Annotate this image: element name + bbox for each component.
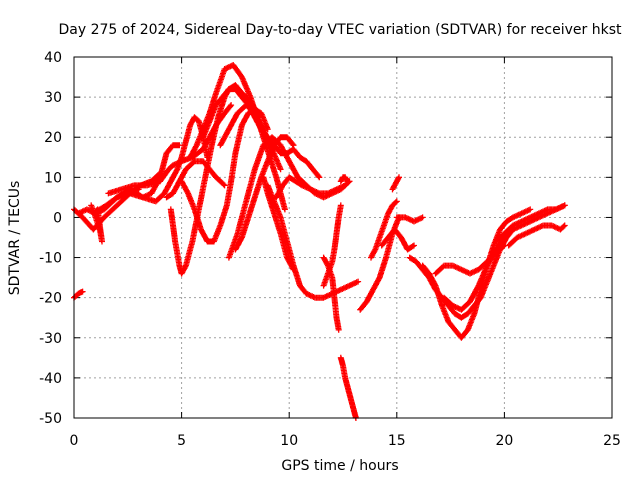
series-arc-20 [337, 354, 359, 421]
y-tick-label: 0 [53, 210, 62, 226]
series-arc-02 [71, 288, 86, 301]
series-arc-19 [320, 254, 342, 333]
data-marker-path [88, 186, 142, 245]
data-marker-path [389, 174, 402, 193]
series-arc-11 [200, 86, 323, 181]
y-tick-label: 20 [44, 130, 62, 146]
x-tick-label: 10 [280, 433, 298, 449]
data-marker-path [273, 174, 349, 201]
data-marker-path [264, 182, 362, 301]
y-tick-label: 30 [44, 90, 62, 106]
data-marker-path [320, 254, 342, 333]
data-marker-path [432, 242, 508, 277]
y-tick-label: -50 [39, 411, 62, 427]
data-marker-path [71, 170, 164, 233]
series-arc-01 [71, 170, 164, 233]
chart-title: Day 275 of 2024, Sidereal Day-to-day VTE… [59, 22, 622, 38]
data-marker-path [260, 174, 297, 273]
y-tick-label: 40 [44, 50, 62, 66]
y-tick-label: -10 [39, 251, 62, 267]
data-marker-path [368, 198, 400, 261]
axis-ticks: 0 5 10 15 20 25 -50 -40 -30 -20 -10 0 10 20 30 40 [39, 50, 621, 449]
data-marker-path [505, 222, 568, 249]
series-arc-23 [378, 226, 417, 253]
data-marker-path [337, 354, 359, 421]
data-marker-path [492, 202, 568, 245]
y-tick-label: 10 [44, 170, 62, 186]
x-tick-label: 20 [495, 433, 513, 449]
series-arc-29 [492, 202, 568, 245]
y-axis-label: SDTVAR / TECUs [7, 181, 23, 296]
series-arc-25 [389, 174, 402, 193]
series-arc-04 [88, 186, 142, 245]
series-arc-17 [273, 174, 349, 201]
y-tick-label: -30 [39, 331, 62, 347]
series-arc-31 [505, 222, 568, 249]
data-marker-path [337, 174, 351, 185]
x-tick-label: 5 [177, 433, 186, 449]
data-marker-path [378, 226, 417, 253]
series-arc-32 [393, 214, 426, 225]
y-tick-label: -20 [39, 291, 62, 307]
series-arc-12 [217, 102, 284, 173]
x-axis-label: GPS time / hours [281, 458, 398, 474]
series-arc-09 [163, 158, 228, 201]
data-marker-path [71, 288, 86, 301]
series-arc-15 [260, 174, 297, 273]
y-tick-label: -40 [39, 371, 62, 387]
data-marker-path [163, 158, 228, 201]
x-tick-label: 15 [388, 433, 406, 449]
series-arc-16 [264, 182, 362, 301]
series-arc-24 [368, 198, 400, 261]
data-points [71, 62, 568, 421]
plot-frame [73, 56, 613, 419]
data-marker-path [393, 214, 426, 225]
data-marker-path [217, 102, 284, 173]
data-marker-path [200, 86, 323, 181]
x-tick-label: 25 [603, 433, 621, 449]
series-arc-21 [337, 174, 351, 185]
series-arc-30 [432, 242, 508, 277]
x-tick-label: 0 [70, 433, 79, 449]
